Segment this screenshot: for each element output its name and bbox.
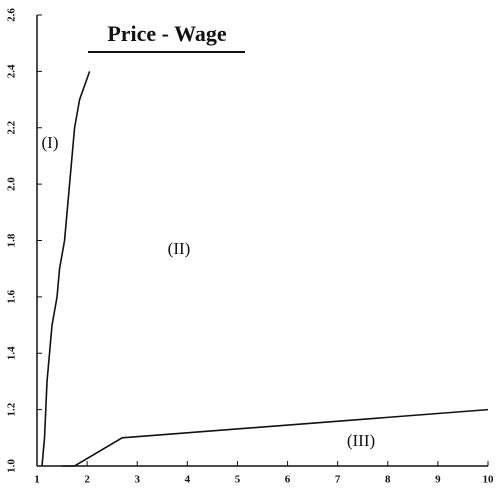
y-tick-label: 2.0 <box>6 177 18 191</box>
x-tick-label: 4 <box>185 474 191 486</box>
y-tick-label: 2.6 <box>6 8 18 22</box>
y-tick-label: 1.0 <box>6 459 18 473</box>
curve <box>62 408 489 467</box>
x-tick-label: 1 <box>34 474 40 486</box>
y-tick-label: 1.8 <box>6 233 18 247</box>
region-label: (I) <box>42 133 59 152</box>
x-tick-label: 6 <box>285 474 291 486</box>
x-tick-label: 10 <box>483 474 495 486</box>
y-tick-label: 1.6 <box>6 290 18 304</box>
x-tick-label: 9 <box>435 474 441 486</box>
y-tick-label: 1.4 <box>6 346 18 360</box>
x-tick-label: 7 <box>335 474 341 486</box>
y-tick-label: 2.2 <box>6 120 18 134</box>
x-tick-label: 3 <box>134 474 140 486</box>
x-tick-label: 8 <box>385 474 391 486</box>
region-label: (II) <box>168 239 191 258</box>
x-tick-label: 5 <box>235 474 241 486</box>
region-label: (III) <box>347 431 375 450</box>
chart-title: Price - Wage <box>107 21 227 46</box>
y-tick-label: 2.4 <box>6 64 18 78</box>
y-tick-label: 1.2 <box>6 402 18 416</box>
x-tick-label: 2 <box>84 474 90 486</box>
curve <box>41 71 91 467</box>
